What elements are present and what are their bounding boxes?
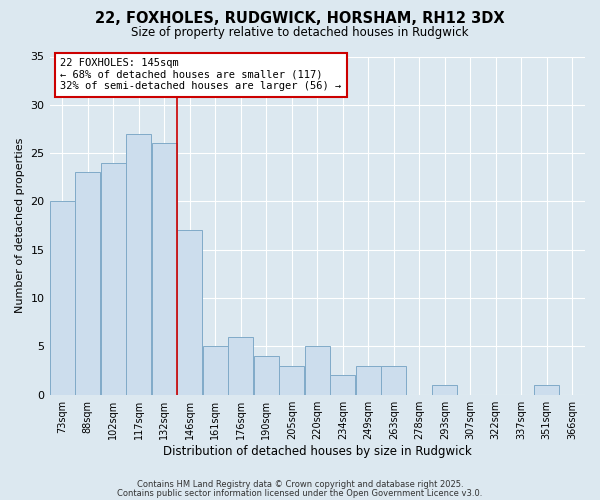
Y-axis label: Number of detached properties: Number of detached properties: [15, 138, 25, 314]
Text: Size of property relative to detached houses in Rudgwick: Size of property relative to detached ho…: [131, 26, 469, 39]
Bar: [127, 134, 151, 394]
Text: Contains public sector information licensed under the Open Government Licence v3: Contains public sector information licen…: [118, 489, 482, 498]
Bar: [433, 385, 457, 394]
Bar: [280, 366, 304, 394]
Text: 22 FOXHOLES: 145sqm
← 68% of detached houses are smaller (117)
32% of semi-detac: 22 FOXHOLES: 145sqm ← 68% of detached ho…: [60, 58, 341, 92]
Bar: [76, 172, 100, 394]
Bar: [50, 202, 74, 394]
X-axis label: Distribution of detached houses by size in Rudgwick: Distribution of detached houses by size …: [163, 444, 472, 458]
Bar: [305, 346, 329, 395]
Bar: [229, 336, 253, 394]
Bar: [382, 366, 406, 394]
Bar: [356, 366, 380, 394]
Bar: [535, 385, 559, 394]
Text: 22, FOXHOLES, RUDGWICK, HORSHAM, RH12 3DX: 22, FOXHOLES, RUDGWICK, HORSHAM, RH12 3D…: [95, 11, 505, 26]
Bar: [178, 230, 202, 394]
Text: Contains HM Land Registry data © Crown copyright and database right 2025.: Contains HM Land Registry data © Crown c…: [137, 480, 463, 489]
Bar: [203, 346, 227, 395]
Bar: [101, 163, 125, 394]
Bar: [254, 356, 278, 395]
Bar: [152, 144, 176, 394]
Bar: [331, 376, 355, 394]
